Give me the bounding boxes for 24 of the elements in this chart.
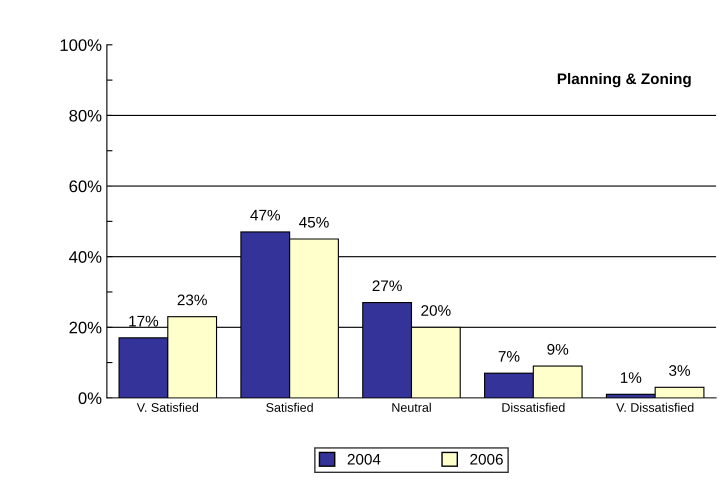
y-tick-label: 100% (60, 39, 102, 52)
legend-label: 2004 (348, 454, 380, 465)
data-label: 3% (669, 365, 690, 376)
y-tick-label: 20% (69, 322, 102, 334)
data-label: 7% (498, 351, 520, 362)
data-label: 47% (250, 210, 280, 221)
data-label: 20% (421, 305, 451, 316)
y-tick-label: 60% (69, 180, 102, 192)
x-tick-label: Neutral (392, 402, 431, 412)
x-tick-label: V. Satisfied (136, 402, 198, 412)
data-label: 1% (620, 372, 642, 383)
data-label: 9% (547, 344, 568, 355)
x-tick-label: Dissatisfied (502, 402, 564, 412)
data-label: 17% (129, 316, 158, 326)
x-tick-label: Satisfied (266, 402, 313, 412)
y-tick-label: 40% (69, 251, 102, 263)
data-label: 27% (372, 280, 402, 292)
y-tick-label: 80% (69, 110, 102, 122)
data-label: 23% (178, 294, 207, 306)
data-label: 45% (299, 216, 329, 228)
x-tick-label: V. Dissatisfied (616, 402, 694, 412)
y-tick-label: 0% (78, 392, 102, 404)
text: Planning & Zoning (558, 72, 691, 88)
legend-label: 2006 (470, 454, 503, 465)
